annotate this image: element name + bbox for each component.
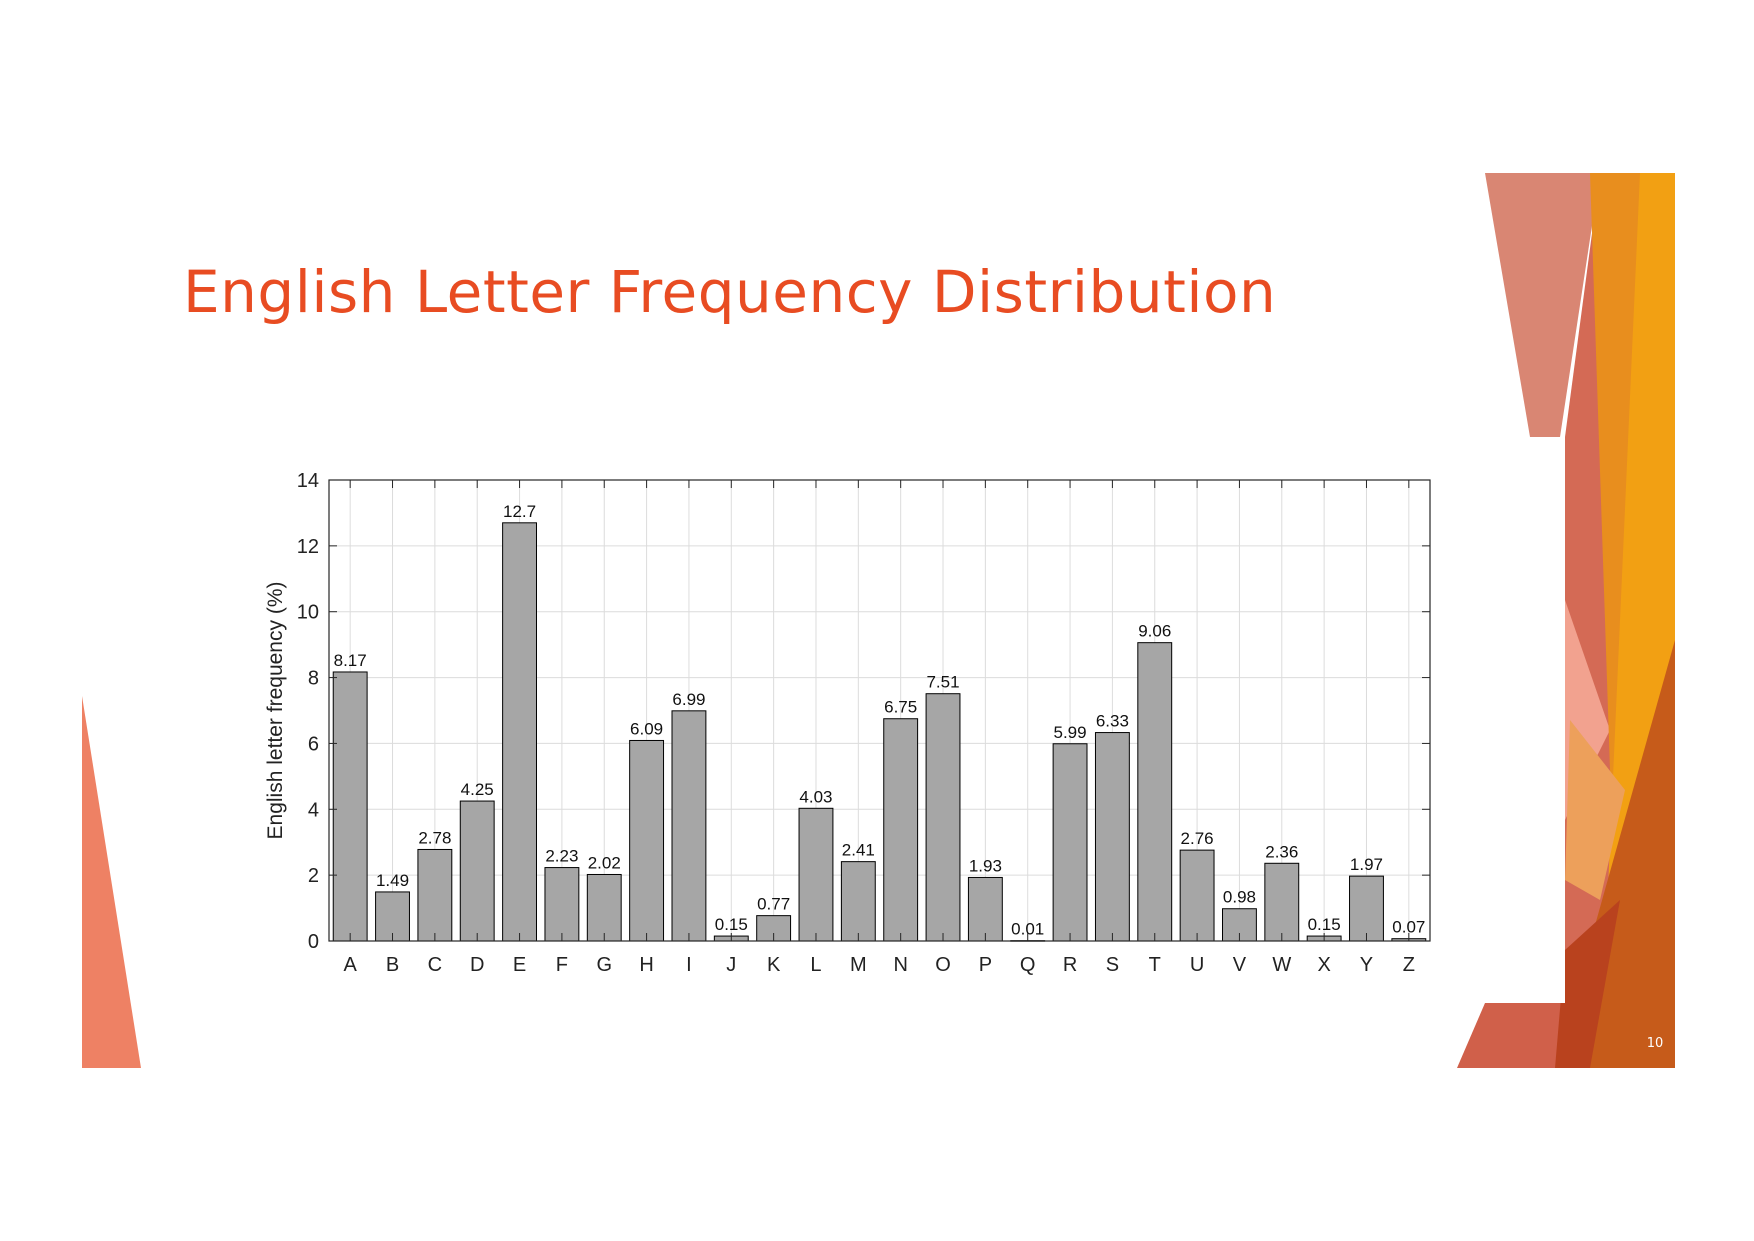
x-tick-label-b: B: [386, 954, 399, 976]
right-facet-8: [1457, 1003, 1575, 1068]
value-label-m: 2.41: [842, 841, 875, 860]
value-label-x: 0.15: [1308, 915, 1341, 934]
x-tick-label-i: I: [686, 954, 692, 976]
bar-r: [1052, 743, 1088, 942]
y-tick-label: 14: [297, 470, 319, 492]
x-tick-label-r: R: [1063, 954, 1077, 976]
bar-m: [840, 861, 876, 942]
value-label-d: 4.25: [461, 780, 494, 799]
x-tick-label-k: K: [767, 954, 781, 976]
value-label-j: 0.15: [715, 915, 748, 934]
y-tick-label: 12: [297, 536, 319, 558]
x-tick-label-s: S: [1106, 954, 1119, 976]
value-label-i: 6.99: [672, 690, 705, 709]
value-label-y: 1.97: [1350, 855, 1383, 874]
value-label-t: 9.06: [1138, 622, 1171, 641]
bar-g: [586, 873, 622, 942]
y-axis-title: English letter frequency (%): [264, 582, 287, 840]
x-tick-label-v: V: [1233, 954, 1247, 976]
bar-n: [883, 718, 919, 942]
value-label-p: 1.93: [969, 856, 1002, 875]
value-label-q: 0.01: [1011, 920, 1044, 939]
x-tick-label-g: G: [596, 954, 612, 976]
x-tick-label-a: A: [344, 954, 358, 976]
bar-t: [1137, 642, 1173, 942]
value-label-a: 8.17: [334, 651, 367, 670]
value-label-b: 1.49: [376, 871, 409, 890]
value-label-n: 6.75: [884, 698, 917, 717]
value-label-u: 2.76: [1181, 829, 1214, 848]
bar-a: [332, 671, 368, 942]
y-tick-label: 2: [308, 865, 319, 887]
x-tick-label-t: T: [1149, 954, 1161, 976]
value-label-v: 0.98: [1223, 888, 1256, 907]
value-label-k: 0.77: [757, 895, 790, 914]
left-accent-triangle: [82, 696, 141, 1068]
x-tick-label-m: M: [850, 954, 867, 976]
value-label-z: 0.07: [1392, 918, 1425, 937]
value-label-l: 4.03: [799, 787, 832, 806]
x-tick-label-e: E: [513, 954, 526, 976]
value-label-f: 2.23: [545, 847, 578, 866]
value-label-r: 5.99: [1054, 723, 1087, 742]
value-label-s: 6.33: [1096, 712, 1129, 731]
right-facet-9: [1555, 900, 1620, 1068]
x-tick-label-c: C: [428, 954, 442, 976]
bar-s: [1094, 732, 1130, 942]
bar-l: [798, 807, 834, 942]
page-number: 10: [1646, 1036, 1664, 1051]
x-tick-label-x: X: [1317, 954, 1330, 976]
right-facet-1: [1485, 173, 1600, 437]
y-tick-label: 6: [308, 733, 319, 755]
axes-box: [328, 479, 1431, 942]
slide-title: English Letter Frequency Distribution: [183, 258, 1277, 326]
bar-e: [502, 522, 537, 942]
bar-f: [544, 867, 580, 942]
x-tick-label-h: H: [639, 954, 653, 976]
value-label-h: 6.09: [630, 719, 663, 738]
value-label-c: 2.78: [418, 828, 451, 847]
y-tick-label: 8: [308, 668, 319, 690]
x-tick-label-p: P: [979, 954, 992, 976]
bar-d: [459, 800, 495, 942]
bar-h: [629, 739, 665, 942]
x-tick-label-q: Q: [1020, 954, 1036, 976]
x-tick-label-l: L: [810, 954, 821, 976]
value-label-e: 12.7: [503, 502, 536, 521]
x-tick-label-n: N: [893, 954, 907, 976]
right-facet-7: [1565, 720, 1625, 900]
bar-y: [1349, 875, 1384, 942]
bar-i: [671, 710, 707, 942]
value-label-o: 7.51: [926, 673, 959, 692]
x-tick-label-y: Y: [1360, 954, 1373, 976]
value-label-g: 2.02: [588, 853, 621, 872]
bar-o: [925, 693, 961, 942]
bar-p: [967, 876, 1003, 942]
bar-u: [1179, 849, 1215, 942]
bar-w: [1264, 862, 1300, 942]
x-tick-label-f: F: [556, 954, 568, 976]
bar-c: [417, 848, 453, 942]
y-tick-label: 4: [308, 799, 319, 821]
right-notch: [1530, 437, 1565, 1003]
x-tick-label-o: O: [935, 954, 951, 976]
y-tick-label: 0: [308, 931, 319, 953]
x-tick-label-d: D: [470, 954, 484, 976]
y-tick-label: 10: [297, 602, 319, 624]
x-tick-label-j: J: [726, 954, 736, 976]
x-tick-label-u: U: [1190, 954, 1204, 976]
x-tick-label-z: Z: [1403, 954, 1415, 976]
value-label-w: 2.36: [1265, 842, 1298, 861]
x-tick-label-w: W: [1272, 954, 1291, 976]
